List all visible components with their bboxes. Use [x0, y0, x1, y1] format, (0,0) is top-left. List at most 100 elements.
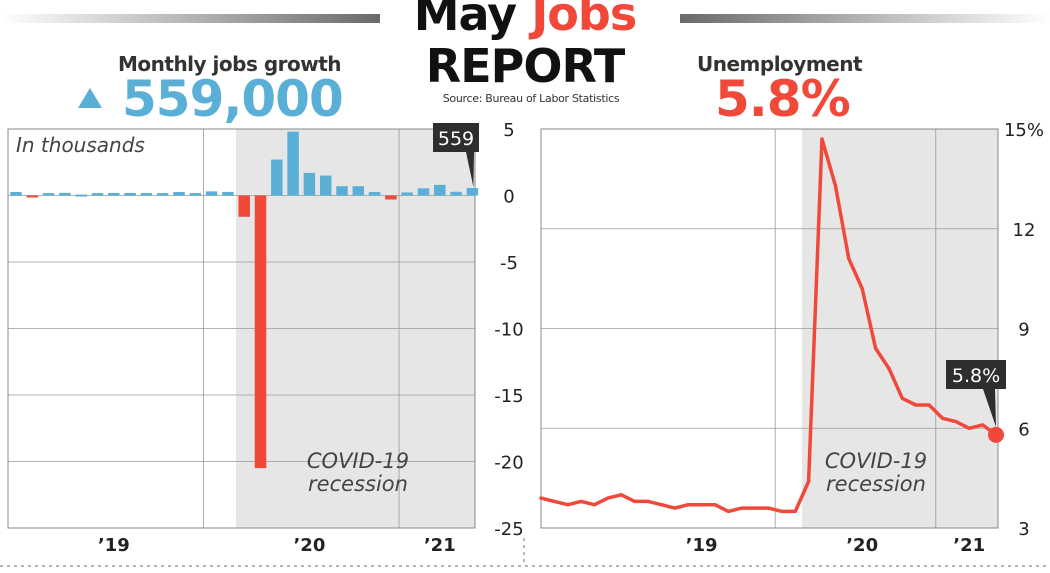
jobs-bar: [59, 192, 71, 196]
jobs-bar: [352, 186, 365, 196]
up-triangle-icon: [78, 88, 102, 108]
jobs-bar: [26, 195, 39, 198]
source-note: Source: Bureau of Labor Statistics: [442, 92, 620, 105]
jobs-bar: [140, 193, 153, 196]
jobs-bar: [271, 159, 283, 196]
page-title: May Jobs: [0, 0, 1050, 42]
unemployment-data-point: [566, 503, 570, 507]
unemployment-data-point: [780, 509, 784, 513]
jobs-bar: [124, 192, 136, 196]
jobs-y-tick-label: -5: [500, 253, 518, 274]
unemployment-y-tick-label: 12: [1013, 220, 1036, 241]
jobs-y-tick-label: -10: [494, 320, 523, 341]
unemployment-data-point: [659, 503, 664, 507]
jobs-bar: [368, 192, 381, 196]
unemployment-data-point: [766, 506, 771, 510]
unemployment-data-point: [900, 396, 904, 400]
jobs-bar: [238, 195, 250, 217]
jobs-bar: [287, 131, 299, 196]
jobs-bar: [173, 192, 185, 196]
jobs-plot-border: [7, 128, 476, 529]
jobs-subtitle: In thousands: [16, 133, 145, 157]
unemployment-x-tick-label: ’20: [846, 535, 878, 556]
title-part-2: Jobs: [531, 0, 637, 41]
jobs-callout-label: 559: [438, 128, 474, 150]
unemployment-data-point: [873, 346, 878, 351]
unemployment-end-marker: [988, 426, 1004, 443]
jobs-y-tick-label: 5: [503, 120, 514, 141]
jobs-bar: [434, 184, 446, 196]
jobs-bar: [156, 193, 169, 196]
unemployment-data-point: [699, 503, 704, 507]
jobs-bar: [108, 192, 120, 196]
jobs-y-tick-label: -20: [494, 453, 523, 474]
header-decor-bar-right: [680, 14, 1050, 23]
jobs-callout-pointer: [466, 152, 474, 188]
jobs-y-tick-label: -15: [494, 386, 523, 407]
jobs-kpi-label: Monthly jobs growth: [118, 52, 342, 76]
jobs-y-tick-label: -25: [494, 519, 523, 540]
unemployment-data-point: [552, 499, 556, 503]
unemployment-data-point: [686, 503, 690, 507]
jobs-bar: [222, 191, 234, 196]
unemployment-y-tick-label: 3: [1018, 519, 1029, 540]
jobs-bar: [10, 192, 22, 196]
jobs-y-tick-label: 0: [503, 187, 514, 208]
jobs-bar: [189, 193, 202, 196]
unemployment-data-point: [619, 493, 623, 497]
unemployment-y-tick-label: 15%: [1004, 120, 1044, 141]
unemployment-data-point: [833, 183, 838, 188]
jobs-bar: [205, 191, 218, 196]
unemployment-recession-label: COVID-19: [825, 449, 927, 473]
unemployment-kpi-value: 5.8%: [715, 70, 851, 128]
unemployment-data-point: [927, 403, 931, 407]
unemployment-recession-label-2: recession: [826, 472, 926, 496]
unemployment-data-point: [726, 509, 730, 513]
unemployment-data-point: [860, 287, 864, 291]
unemployment-data-point: [940, 416, 945, 420]
jobs-bar: [303, 172, 316, 196]
jobs-bar: [336, 186, 348, 196]
unemployment-data-point: [673, 506, 677, 510]
unemployment-data-point: [807, 479, 811, 484]
jobs-bar: [466, 188, 479, 196]
jobs-kpi-value: 559,000: [122, 70, 344, 128]
unemployment-y-tick-label: 9: [1018, 320, 1029, 341]
jobs-bar: [417, 188, 430, 196]
jobs-x-tick-label: ’21: [424, 535, 456, 556]
jobs-bar: [401, 192, 413, 196]
jobs-x-tick-label: ’20: [293, 535, 325, 556]
jobs-bar: [42, 193, 55, 196]
unemployment-kpi-label: Unemployment: [697, 52, 863, 76]
jobs-bar: [385, 195, 397, 200]
unemployment-data-point: [592, 503, 597, 507]
unemployment-y-tick-label: 6: [1018, 419, 1029, 440]
jobs-recession-label-2: recession: [308, 472, 408, 496]
page-title-line-2: REPORT: [425, 39, 625, 93]
jobs-bar: [254, 195, 267, 469]
unemployment-callout-pointer: [983, 389, 996, 427]
unemployment-data-point: [954, 420, 958, 424]
unemployment-data-point: [967, 426, 971, 430]
unemployment-x-tick-label: ’21: [953, 535, 985, 556]
unemployment-x-tick-label: ’19: [686, 535, 718, 556]
jobs-bar: [450, 191, 462, 196]
jobs-bar: [319, 175, 332, 196]
header-decor-bar-left: [0, 14, 380, 23]
unemployment-data-point: [887, 366, 891, 370]
unemployment-data-point: [847, 257, 851, 261]
unemployment-data-point: [713, 503, 717, 507]
unemployment-data-point: [579, 499, 583, 503]
jobs-x-tick-label: ’19: [98, 535, 130, 556]
unemployment-callout-box: [946, 360, 1006, 389]
jobs-bar: [91, 193, 104, 196]
unemployment-data-point: [740, 506, 744, 510]
jobs-bar: [75, 194, 87, 197]
unemployment-data-point: [646, 499, 650, 503]
unemployment-data-point: [820, 137, 824, 141]
jobs-callout-box: [433, 123, 479, 152]
unemployment-data-point: [914, 403, 918, 407]
unemployment-data-point: [753, 506, 757, 510]
jobs-recession-label: COVID-19: [307, 449, 409, 473]
